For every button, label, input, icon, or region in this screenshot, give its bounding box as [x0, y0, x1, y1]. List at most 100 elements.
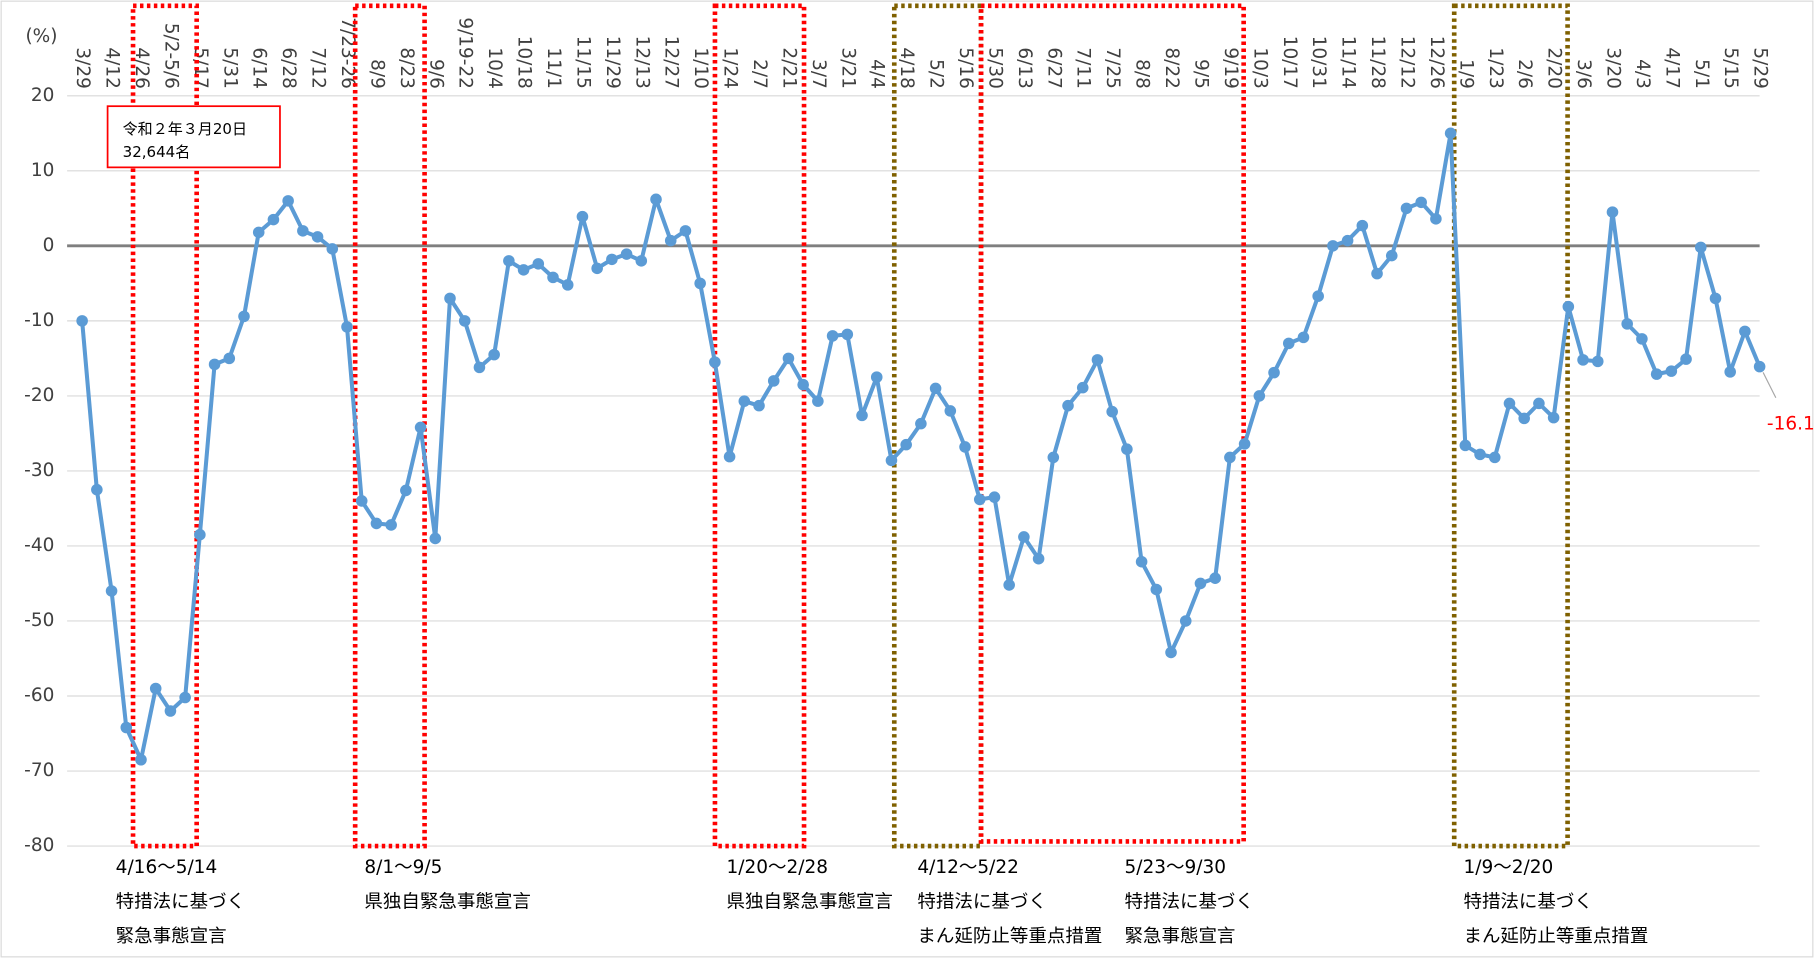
x-tick-label: 3/29: [72, 47, 93, 88]
data-point: [1577, 354, 1589, 366]
period-label: 県独自緊急事態宣言: [364, 892, 530, 913]
x-tick-label: 11/15: [572, 36, 593, 89]
data-point: [105, 585, 118, 597]
data-point: [929, 382, 942, 395]
y-tick-label: -40: [24, 535, 54, 556]
x-tick-label: 3/20: [1602, 47, 1623, 88]
x-tick-label: 12/27: [661, 36, 682, 89]
y-tick-label: -30: [24, 460, 54, 481]
y-tick-label: -80: [24, 835, 54, 856]
data-point: [547, 271, 559, 284]
data-point: [988, 491, 1001, 503]
x-tick-label: 12/12: [1396, 36, 1417, 89]
x-tick-label: 2/7: [749, 59, 770, 89]
data-point: [267, 213, 280, 226]
x-tick-label: 12/13: [631, 36, 652, 89]
data-point: [870, 371, 883, 383]
data-point: [1665, 365, 1678, 377]
y-tick-label: 0: [43, 235, 55, 256]
data-point: [194, 528, 206, 541]
data-label: -16.1: [1767, 413, 1814, 434]
data-point: [723, 450, 736, 463]
data-point: [223, 352, 236, 365]
data-point: [767, 375, 780, 387]
data-point: [1430, 213, 1442, 225]
x-tick-label: 11/14: [1338, 36, 1359, 89]
x-tick-label: 9/6: [425, 59, 446, 89]
y-tick-label: -50: [24, 610, 54, 631]
data-point: [1459, 439, 1472, 452]
data-point: [900, 438, 912, 451]
period-label: 県独自緊急事態宣言: [727, 892, 893, 913]
x-tick-label: 2/21: [778, 47, 799, 88]
x-tick-label: 10/17: [1279, 36, 1300, 89]
data-point: [311, 231, 324, 243]
x-tick-label: 4/4: [867, 59, 888, 89]
data-point: [164, 705, 177, 717]
data-point: [753, 399, 765, 412]
data-point: [355, 495, 368, 507]
data-point: [1636, 333, 1648, 345]
x-tick-label: 1/10: [690, 47, 711, 88]
period-label: 特措法に基づく: [1124, 892, 1253, 913]
data-point: [812, 395, 824, 407]
period-label: 特措法に基づく: [1463, 892, 1592, 913]
data-point: [1224, 451, 1236, 464]
x-tick-label: 4/3: [1632, 59, 1653, 89]
data-point: [738, 395, 751, 407]
period-label: 4/16～5/14: [116, 857, 218, 878]
period-label: 4/12～5/22: [917, 857, 1019, 878]
data-point: [1533, 397, 1545, 410]
x-tick-label: 9/19: [1220, 47, 1241, 88]
data-point: [709, 356, 721, 368]
data-point: [1135, 555, 1148, 568]
data-point: [973, 493, 986, 506]
data-point: [576, 210, 589, 223]
data-point: [1562, 300, 1575, 313]
period-label: まん延防止等重点措置: [1463, 926, 1648, 947]
x-tick-label: 1/23: [1485, 47, 1506, 88]
x-tick-label: 7/11: [1073, 47, 1094, 88]
data-point: [1062, 399, 1074, 412]
data-point: [532, 258, 545, 270]
x-tick-label: 6/27: [1043, 47, 1064, 88]
x-tick-label: 8/23: [396, 47, 417, 88]
data-point: [1591, 355, 1604, 368]
data-point: [1371, 267, 1383, 280]
data-point: [1503, 397, 1516, 410]
data-point: [635, 255, 648, 267]
data-point: [149, 682, 162, 695]
x-tick-label: 5/29: [1750, 47, 1771, 88]
data-point: [370, 517, 383, 530]
data-point: [797, 378, 809, 391]
data-point: [1327, 240, 1339, 252]
label-leader: [1762, 372, 1777, 399]
data-point: [1282, 337, 1295, 350]
data-point: [444, 292, 456, 305]
data-point: [488, 348, 500, 361]
x-tick-label: 8/8: [1132, 59, 1153, 89]
data-point: [1268, 366, 1280, 379]
data-point: [326, 243, 339, 255]
x-tick-label: 1/9: [1455, 59, 1476, 89]
x-tick-label: 3/6: [1573, 59, 1594, 89]
data-point: [856, 409, 868, 422]
data-point: [650, 193, 662, 206]
x-tick-label: 10/18: [514, 36, 535, 89]
x-tick-label: 2/6: [1514, 59, 1535, 89]
callout-text: 32,644名: [123, 143, 191, 161]
data-point: [915, 417, 927, 430]
x-tick-label: 2/20: [1544, 47, 1565, 88]
data-point: [1091, 354, 1104, 366]
data-point: [1194, 577, 1207, 590]
x-tick-label: 9/5: [1190, 59, 1211, 89]
data-point: [1047, 451, 1060, 464]
x-tick-label: 5/15: [1720, 47, 1741, 88]
period-box: [1451, 3, 1570, 849]
x-tick-label: 7/12: [308, 47, 329, 88]
data-point: [606, 253, 618, 266]
x-tick-label: 10/3: [1249, 47, 1270, 88]
data-point: [297, 225, 309, 237]
data-point: [694, 277, 706, 290]
